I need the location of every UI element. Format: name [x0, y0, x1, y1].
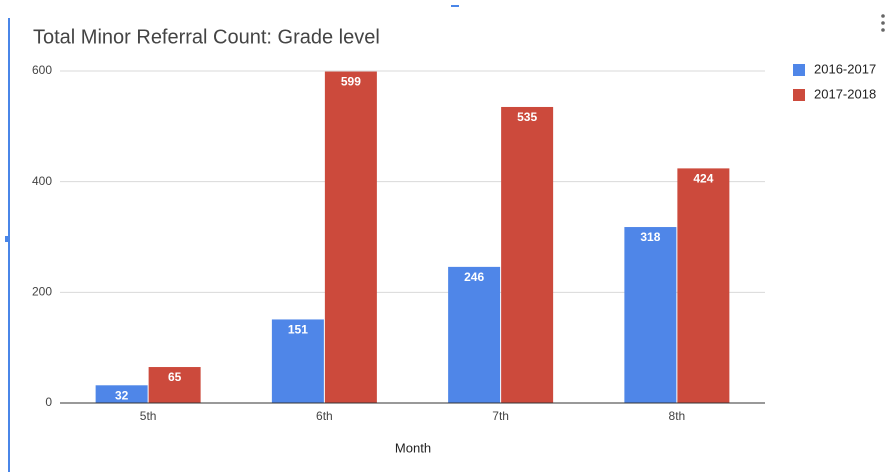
menu-icon[interactable]: [881, 14, 885, 32]
bar: [501, 106, 554, 403]
chart-title: Total Minor Referral Count: Grade level: [33, 26, 380, 48]
bar: [271, 319, 324, 403]
legend-label: 2016-2017: [814, 61, 876, 76]
value-label: 599: [341, 75, 361, 89]
value-label: 318: [640, 230, 660, 244]
value-label: 32: [115, 388, 129, 402]
x-tick-label: 6th: [316, 409, 333, 423]
x-tick-label: 5th: [140, 409, 157, 423]
x-tick-label: 7th: [492, 409, 509, 423]
bar: [624, 227, 677, 403]
value-label: 424: [693, 172, 713, 186]
legend-swatch: [793, 89, 805, 101]
bar: [95, 385, 148, 403]
y-tick-label: 0: [45, 395, 52, 409]
legend-swatch: [793, 64, 805, 76]
y-tick-label: 600: [32, 63, 52, 77]
bar: [148, 367, 201, 403]
bar: [448, 266, 501, 403]
bar: [677, 168, 730, 403]
selection-border: [8, 18, 10, 472]
legend-label: 2017-2018: [814, 86, 876, 101]
bar: [324, 71, 377, 403]
resize-handle: [451, 5, 459, 7]
x-axis-title: Month: [395, 440, 431, 455]
y-tick-label: 400: [32, 174, 52, 188]
value-label: 246: [464, 270, 484, 284]
value-label: 535: [517, 110, 537, 124]
value-label: 65: [168, 370, 182, 384]
x-tick-label: 8th: [669, 409, 686, 423]
value-label: 151: [288, 323, 308, 337]
resize-handle: [5, 236, 10, 242]
y-tick-label: 200: [32, 285, 52, 299]
